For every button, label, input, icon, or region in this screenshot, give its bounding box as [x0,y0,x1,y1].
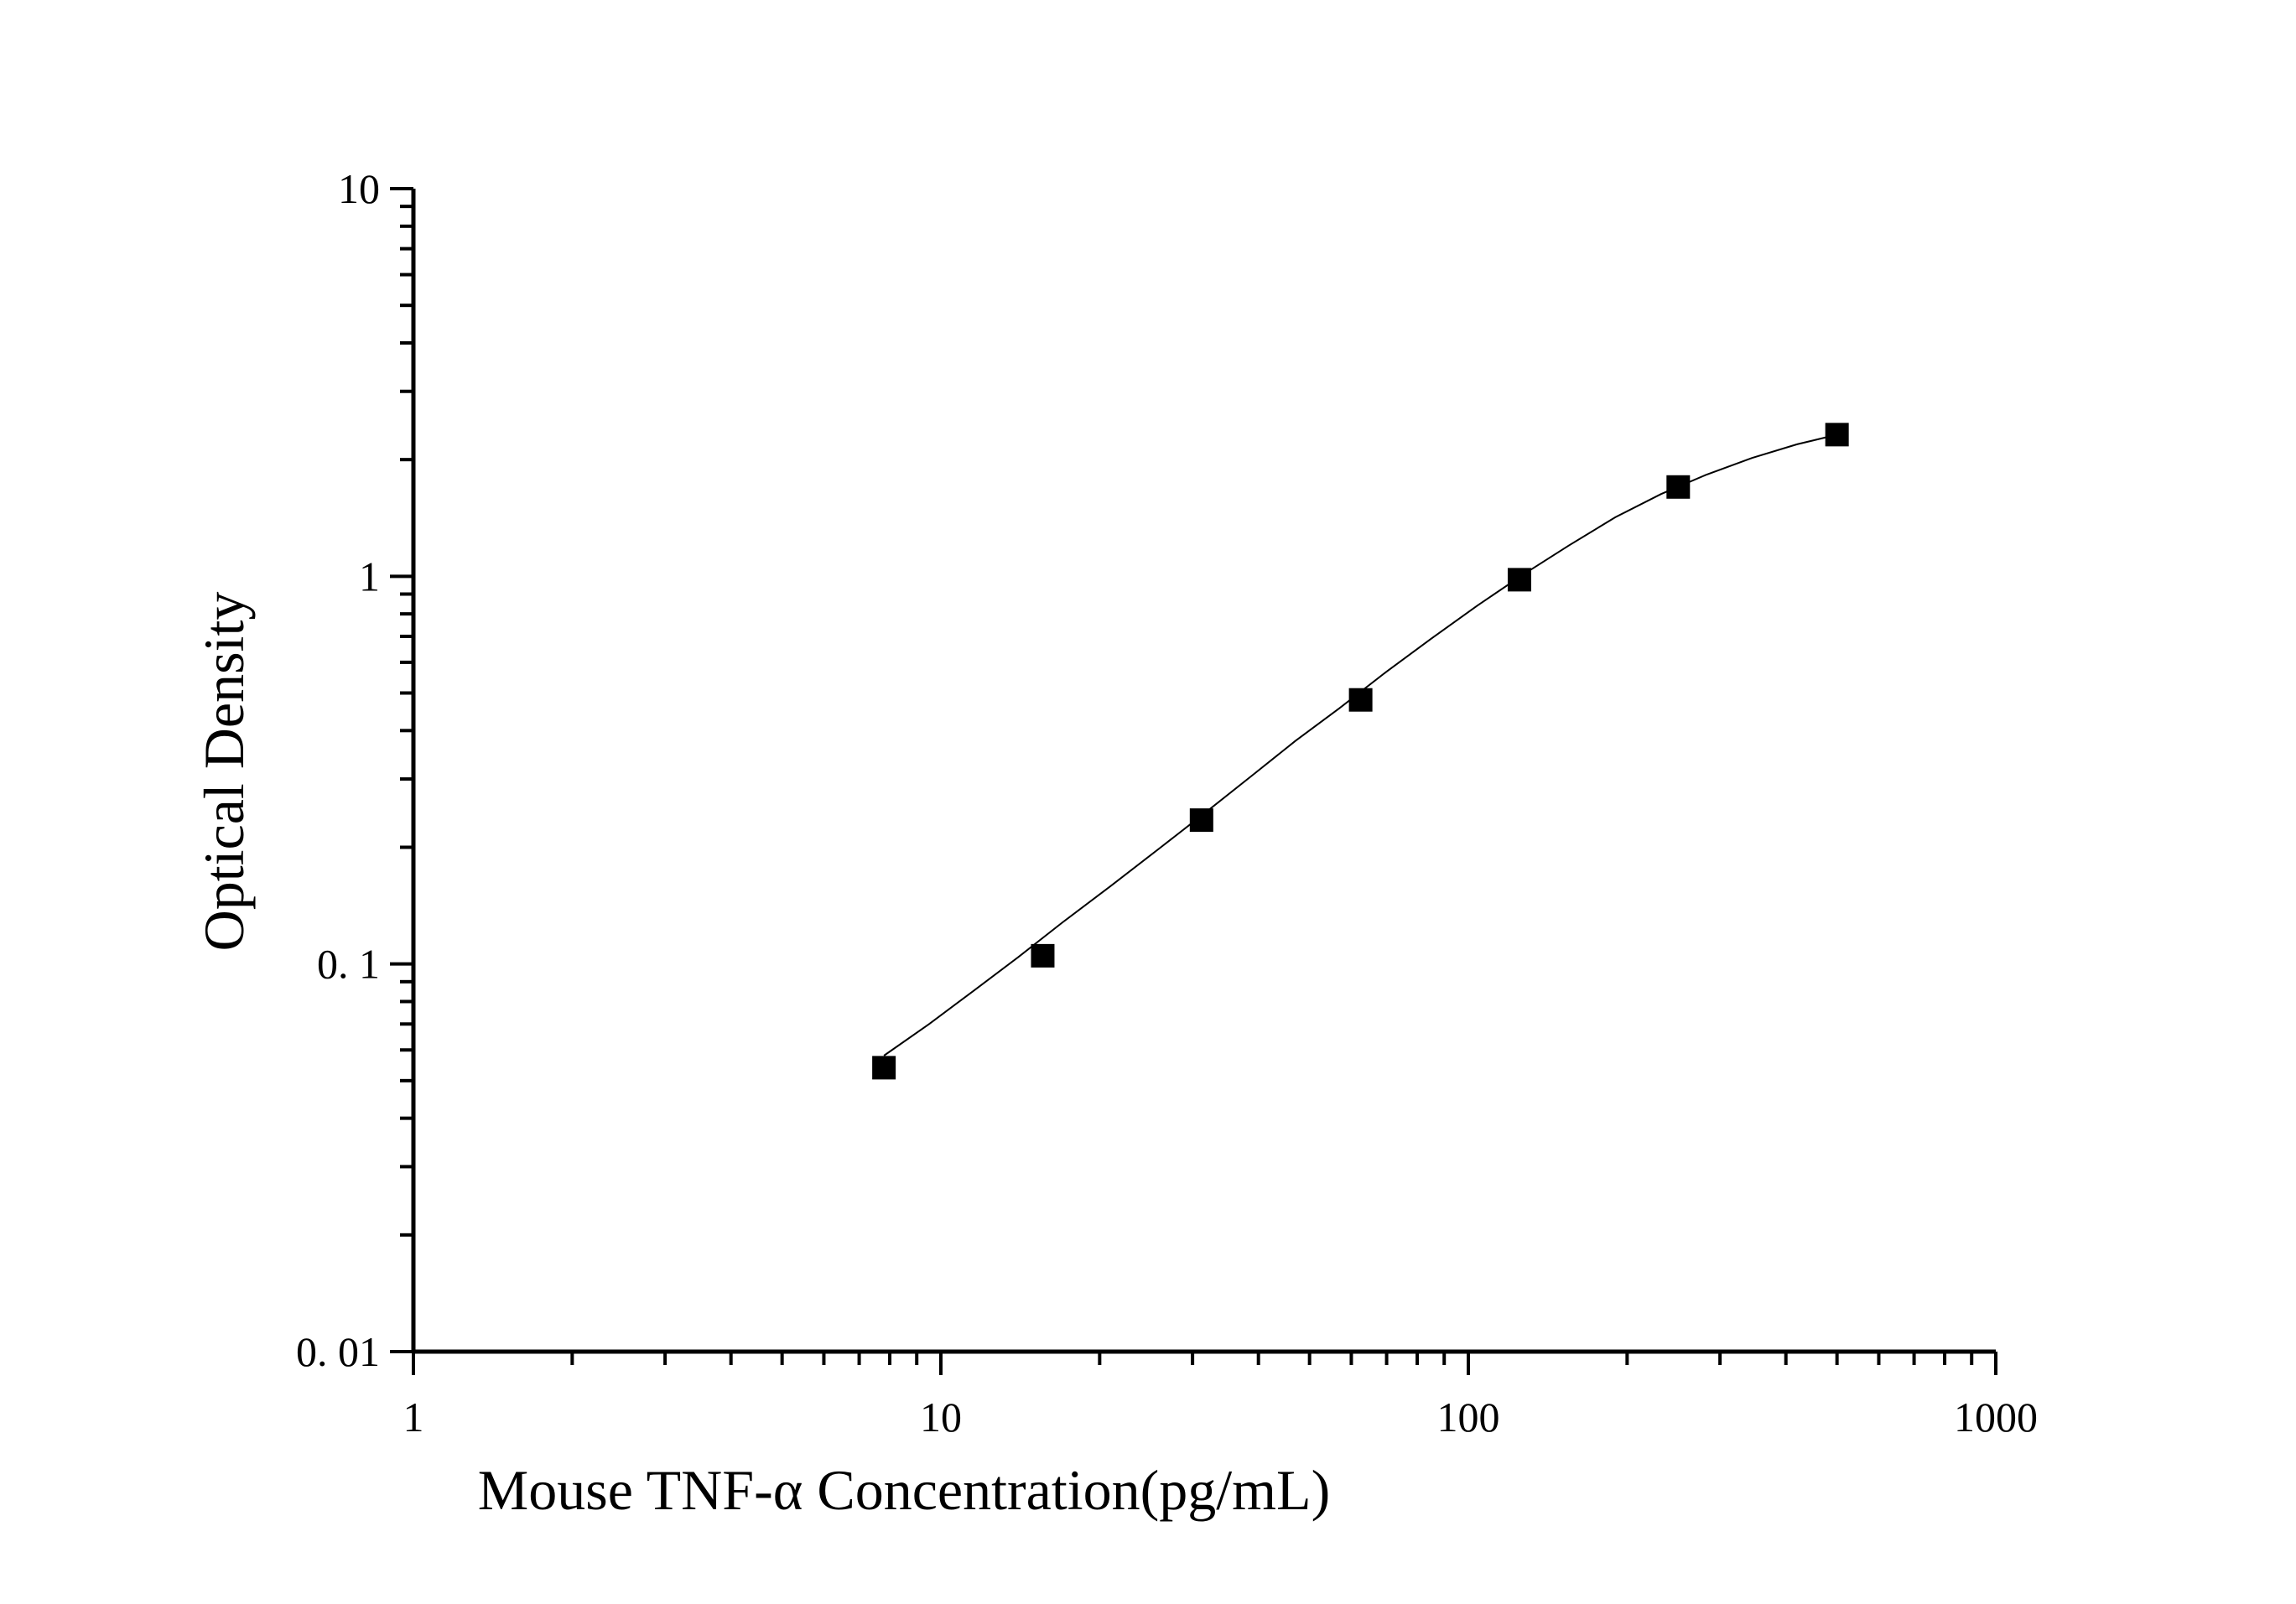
data-point [1507,568,1531,592]
data-points [872,423,1849,1080]
x-tick-label: 1000 [1954,1394,2038,1440]
axes [411,189,1996,1354]
y-tick-label: 0. 01 [296,1328,380,1375]
y-axis-title: Optical Density [192,592,256,952]
x-tick-label: 10 [920,1394,962,1440]
y-tick-label: 10 [338,165,380,212]
x-axis-title: Mouse TNF-α Concentration(pg/mL) [478,1458,1330,1522]
data-point [1189,808,1213,833]
y-tick-label: 1 [359,553,380,600]
data-point [1666,475,1691,499]
ticks [390,187,1997,1375]
data-point [872,1056,896,1080]
data-point [1348,688,1373,712]
data-point [1825,423,1849,447]
tick-labels: 1 10 100 1000 0. 01 0. 1 1 10 [296,165,2038,1440]
fit-curve-group [883,433,1837,1056]
y-tick-label: 0. 1 [317,941,380,988]
data-point [1031,943,1055,968]
fit-curve [883,433,1837,1056]
x-tick-label: 100 [1437,1394,1500,1440]
x-tick-label: 1 [403,1394,424,1440]
